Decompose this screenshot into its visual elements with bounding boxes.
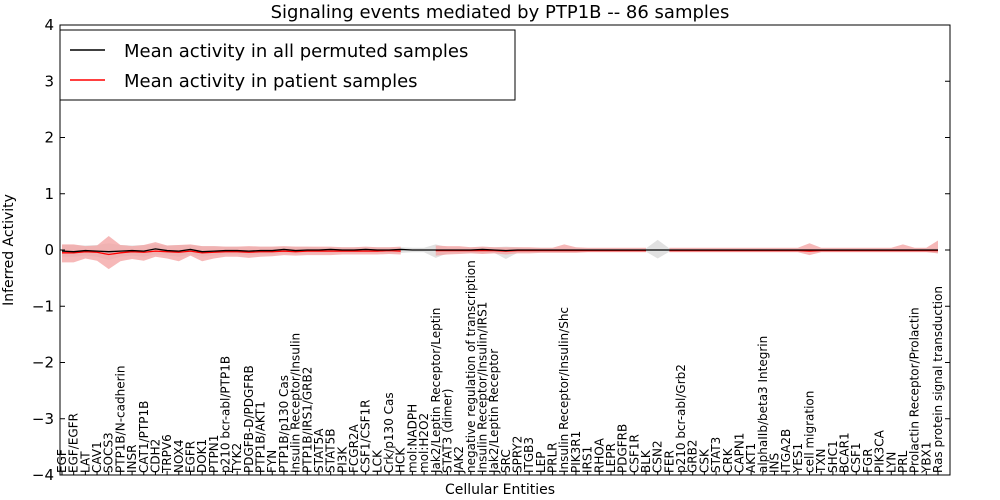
x-tick-label: Jak2/Leptin Receptor [487, 349, 501, 474]
x-tick-label: ITGA2B [779, 429, 793, 473]
x-tick-label: YBX1 [919, 442, 933, 474]
x-tick-label: p210 bcr-abl/Grb2 [674, 364, 688, 473]
x-tick-label: PRL [896, 450, 910, 473]
y-axis: −4 −3 −2 −1 0 1 2 3 4 [32, 16, 950, 484]
legend-frame [59, 29, 516, 101]
x-tick-label: STAT3 (dimer) [440, 389, 454, 473]
patient-range-band [669, 240, 938, 256]
x-tick-label: SPRY2 [511, 436, 525, 473]
permuted-mean-line [61, 248, 938, 253]
x-tick-label: RHOA [592, 437, 606, 473]
x-tick-label: PTP1B/p130 Cas [277, 375, 291, 473]
y-tick-label: 2 [44, 129, 54, 147]
x-tick-label: LAT [78, 451, 92, 473]
x-tick-label: Insulin Receptor/Insulin [289, 333, 303, 473]
x-tick-label: Insulin Receptor/Insulin/Shc [557, 307, 571, 473]
x-tick-label: CSF1R [627, 434, 641, 473]
x-tick-label: SHC1 [826, 440, 840, 473]
x-tick-label: EGF/EGFR [67, 413, 81, 473]
x-tick-label: CSN2 [651, 440, 665, 473]
x-tick-label: PI3K [335, 446, 349, 473]
legend-label-patient: Mean activity in patient samples [124, 71, 418, 92]
x-tick-label: CAT1/PTP1B [137, 401, 151, 473]
x-tick-label: CAV1 [90, 441, 104, 473]
x-axis-label: Cellular Entities [445, 482, 555, 498]
x-tick-label: PTP1B/AKT1 [254, 401, 268, 473]
y-tick-label: 3 [44, 72, 54, 90]
x-tick-label: LEP [534, 451, 548, 473]
legend: Mean activity in all permuted samples Me… [59, 29, 516, 101]
x-tick-label: CAPN1 [732, 433, 746, 473]
chart-title: Signaling events mediated by PTP1B -- 86… [271, 2, 730, 23]
x-tick-label: TRPV6 [160, 434, 174, 474]
y-tick-label: −3 [32, 410, 54, 428]
x-tick-label: CSK [697, 448, 711, 473]
y-tick-label: 4 [44, 16, 54, 34]
x-tick-label: DOK1 [195, 439, 209, 473]
y-tick-label: −4 [32, 466, 54, 484]
y-tick-label: −2 [32, 354, 54, 372]
y-tick-label: 1 [44, 185, 54, 203]
x-tick-label: Jak2/Leptin Receptor/Leptin [429, 308, 443, 474]
lines-layer [61, 248, 938, 256]
legend-label-permuted: Mean activity in all permuted samples [124, 41, 468, 62]
patient-range-band [62, 235, 401, 270]
x-tick-label: PTP1B/N-cadherin [113, 366, 127, 473]
x-tick-label: Crk/p130 Cas [382, 392, 396, 473]
x-tick-label: FGR [861, 448, 875, 473]
x-tick-label: SRC [499, 449, 513, 473]
x-tick-label: PTPN1 [207, 435, 221, 473]
x-tick-label: ITGB3 [522, 437, 536, 473]
x-tick-label: STAT5B [324, 429, 338, 474]
y-tick-label: −1 [32, 297, 54, 315]
x-tick-label: negative regulation of transcription [464, 260, 478, 473]
x-tick-label: FER [662, 450, 676, 473]
x-tick-label: HCK [394, 447, 408, 473]
x-tick-label: YES1 [791, 443, 805, 474]
x-tick-label: INS [767, 453, 781, 473]
x-tick-label: INSR [125, 445, 139, 473]
x-tick-label: PIK3R1 [569, 431, 583, 473]
x-tick-label: PTP1B/IRS1/GRB2 [300, 367, 314, 473]
x-tick-label: IRS1 [581, 446, 595, 473]
x-tick-label: LEPR [604, 443, 618, 473]
x-tick-label: cell migration [803, 391, 817, 473]
x-tick-label: CRK [721, 447, 735, 473]
x-tick-label: GRB2 [686, 439, 700, 473]
x-tick-label: EGFR [183, 441, 197, 473]
x-tick-label: TYK2 [230, 443, 244, 474]
x-tick-label: BLK [639, 449, 653, 473]
y-axis-label: Inferred Activity [1, 194, 17, 306]
x-tick-label: Ras protein signal transduction [931, 286, 945, 473]
x-tick-label: LYN [884, 452, 898, 473]
x-tick-label: FCGR2A [347, 423, 361, 473]
x-tick-label: NOX4 [172, 439, 186, 473]
y-tick-label: 0 [44, 241, 54, 259]
x-tick-label: JAK2 [452, 446, 466, 474]
x-tick-label: AKT1 [744, 443, 758, 473]
x-tick-label: SOCS3 [102, 432, 116, 473]
x-tick-label: Prolactin Receptor/Prolactin [908, 307, 922, 473]
x-tick-label: CDH2 [148, 439, 162, 473]
x-tick-label: p210 bcr-abl/PTP1B [219, 356, 233, 473]
x-tick-label: STAT5A [312, 428, 326, 473]
x-axis: EGFEGF/EGFRLATCAV1SOCS3PTP1B/N-cadherinI… [55, 260, 945, 475]
x-tick-label: Insulin Receptor/Insulin/IRS1 [475, 302, 489, 473]
x-tick-label: mol:H2O2 [417, 413, 431, 473]
x-tick-label: BCAR1 [838, 432, 852, 473]
x-tick-label: EGF [55, 449, 69, 473]
x-tick-label: alphaIIb/beta3 Integrin [756, 336, 770, 473]
x-tick-label: STAT3 [709, 437, 723, 473]
x-tick-label: PDGFB-D/PDGFRB [242, 365, 256, 473]
x-tick-label: PDGFRB [616, 424, 630, 473]
x-tick-label: mol:NADPH [405, 404, 419, 473]
x-tick-label: FYN [265, 450, 279, 473]
x-tick-label: LCK [370, 449, 384, 473]
x-tick-label: CSF1 [849, 442, 863, 473]
x-tick-label: CSF1/CSF1R [359, 400, 373, 473]
x-tick-label: TXN [814, 448, 828, 474]
x-tick-label: PRLR [546, 442, 560, 473]
x-tick-label: PIK3CA [873, 429, 887, 473]
